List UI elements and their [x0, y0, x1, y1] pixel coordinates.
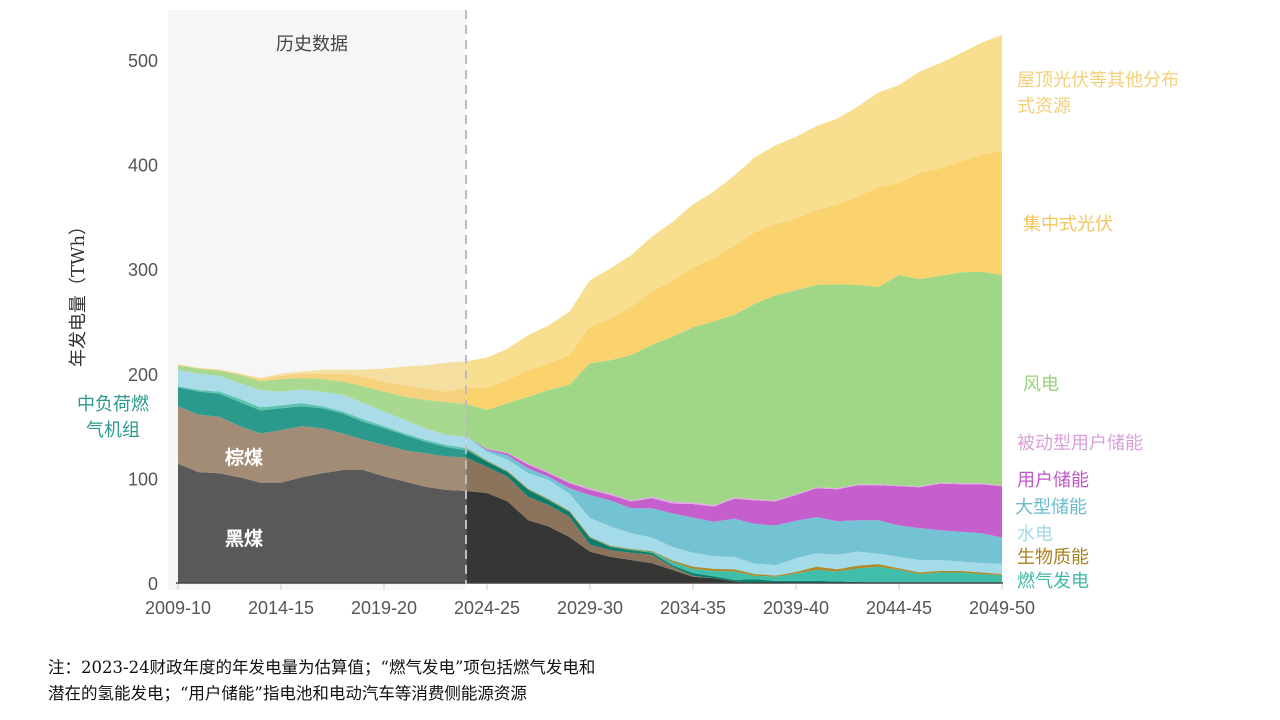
label-rooftop-solar: 屋顶光伏等其他分布 式资源: [1017, 68, 1179, 120]
x-tick-label: 2014-15: [248, 598, 314, 618]
label-wind: 风电: [1023, 374, 1059, 395]
y-tick-label: 500: [128, 51, 158, 71]
label-mid-gas: 中负荷燃 气机组: [68, 392, 158, 444]
label-rooftop-line1: 屋顶光伏等其他分布: [1017, 70, 1179, 91]
x-tick-label: 2034-35: [660, 598, 726, 618]
area-black_coal-projection: [466, 490, 1002, 583]
y-axis-ticks: 0 100 200 300 400 500: [128, 51, 158, 594]
x-tick-label: 2019-20: [351, 598, 417, 618]
x-tick-label: 2044-45: [866, 598, 932, 618]
label-gas: 燃气发电: [1017, 571, 1089, 592]
area-wind-history: [178, 365, 467, 437]
area-hydro-history: [178, 369, 467, 449]
label-rooftop-line2: 式资源: [1017, 96, 1071, 117]
x-tick-label: 2009-10: [145, 598, 211, 618]
area-rooftop_solar-history: [178, 361, 467, 392]
area-black_coal-history: [178, 463, 467, 583]
area-wind-projection: [466, 271, 1002, 506]
x-axis-ticks: 2009-10 2014-15 2019-20 2024-25 2029-30 2034-…: [145, 584, 1035, 618]
label-large-storage: 大型储能: [1015, 497, 1087, 518]
y-axis-label: 年发电量（TWh）: [68, 217, 89, 367]
area-utility_solar-projection: [466, 150, 1002, 410]
label-passive-storage: 被动型用户储能: [1017, 433, 1143, 454]
x-tick-label: 2024-25: [454, 598, 520, 618]
x-tick-label: 2049-50: [969, 598, 1035, 618]
x-tick-label: 2039-40: [763, 598, 829, 618]
area-user_storage-projection: [466, 436, 1002, 538]
y-tick-label: 0: [148, 574, 158, 594]
area-mid_gas-history: [178, 387, 467, 458]
label-biomass: 生物质能: [1017, 547, 1089, 568]
area-utility_solar-history: [178, 364, 467, 405]
label-mid-gas-line1: 中负荷燃: [77, 394, 149, 415]
area-brown_coal-history: [178, 406, 467, 491]
y-tick-label: 300: [128, 260, 158, 280]
footnote: 注：2023-24财政年度的年发电量为估算值；“燃气发电”项包括燃气发电和 潜在…: [48, 655, 595, 707]
history-label: 历史数据: [276, 34, 348, 55]
label-black-coal: 黑煤: [225, 528, 263, 550]
area-series-group: [178, 34, 1003, 583]
label-hydro: 水电: [1017, 524, 1053, 545]
area-large_storage-projection: [466, 436, 1002, 566]
area-gas-history: [178, 386, 467, 451]
label-brown-coal: 棕煤: [225, 446, 263, 469]
y-tick-label: 400: [128, 156, 158, 176]
label-utility-solar: 集中式光伏: [1023, 214, 1113, 235]
area-rooftop_solar-projection: [466, 34, 1002, 388]
x-tick-label: 2029-30: [557, 598, 623, 618]
area-hydro-projection: [466, 436, 1002, 576]
area-brown_coal-projection: [466, 457, 1002, 583]
y-tick-label: 200: [128, 365, 158, 385]
label-mid-gas-line2: 气机组: [86, 420, 140, 441]
y-tick-label: 100: [128, 469, 158, 489]
label-user-storage: 用户储能: [1017, 470, 1089, 491]
footnote-line1: 注：2023-24财政年度的年发电量为估算值；“燃气发电”项包括燃气发电和: [48, 658, 596, 677]
footnote-line2: 潜在的氢能发电；“用户储能”指电池和电动汽车等消费侧能源资源: [48, 684, 527, 703]
